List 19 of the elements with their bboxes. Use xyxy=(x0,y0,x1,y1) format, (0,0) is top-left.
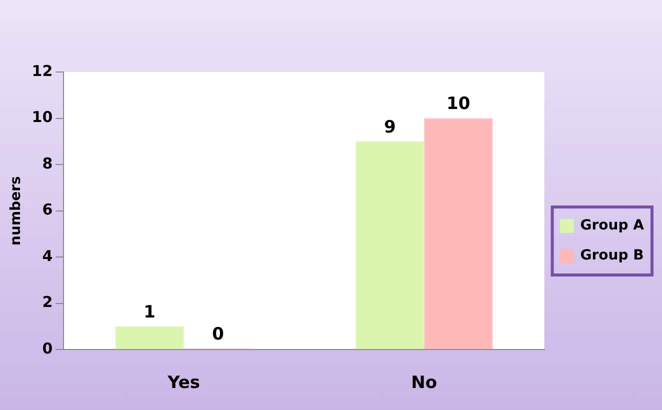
y-tick-label: 6 xyxy=(42,200,53,219)
y-tick-label: 12 xyxy=(32,62,53,80)
x-tick-label: Yes xyxy=(166,373,200,394)
data-label: 0 xyxy=(212,324,224,345)
bar xyxy=(115,326,184,350)
y-tick-label: 4 xyxy=(42,246,53,265)
legend-label: Group B xyxy=(580,248,644,264)
y-axis-title: numbers xyxy=(8,176,24,246)
data-label: 10 xyxy=(446,94,470,114)
data-label: 1 xyxy=(144,302,156,322)
bar xyxy=(356,141,424,350)
x-tick-label: No xyxy=(411,373,438,394)
y-tick-label: 10 xyxy=(32,108,53,126)
y-tick-label: 8 xyxy=(42,154,53,172)
bar xyxy=(424,118,493,350)
y-tick-label: 0 xyxy=(42,339,53,358)
y-tick-label: 2 xyxy=(42,293,53,312)
legend-label: Group A xyxy=(580,218,644,234)
data-label: 9 xyxy=(384,117,396,138)
